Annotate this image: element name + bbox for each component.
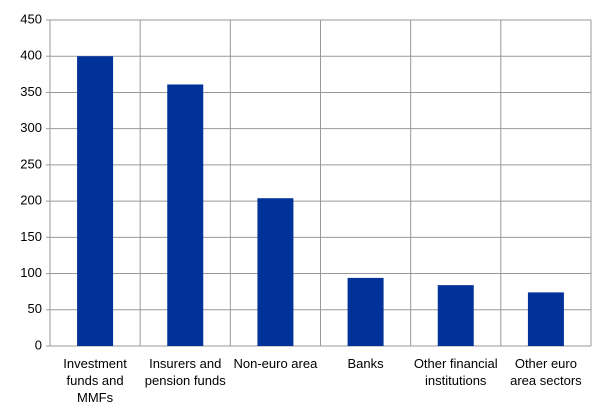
y-tick-label: 250 [20, 156, 42, 171]
bar [257, 198, 294, 346]
y-tick-label: 200 [20, 193, 42, 208]
y-tick-label: 300 [20, 120, 42, 135]
y-tick-label: 50 [28, 301, 42, 316]
bar [437, 285, 474, 346]
bar [347, 277, 384, 346]
bar [167, 84, 204, 346]
x-tick-label: Insurers and pension funds [144, 356, 226, 388]
x-tick-label: Non-euro area [233, 356, 318, 371]
bar [527, 292, 564, 346]
bar [77, 56, 114, 346]
x-tick-label: Banks [347, 356, 384, 371]
y-tick-label: 350 [20, 84, 42, 99]
x-tick-label: Other euro area sectors [510, 356, 582, 388]
x-tick-label: Investment funds and MMFs [63, 356, 127, 405]
y-tick-label: 0 [35, 337, 42, 352]
x-tick-label: Other financial institutions [413, 356, 498, 388]
y-tick-label: 400 [20, 48, 42, 63]
y-tick-label: 100 [20, 265, 42, 280]
y-tick-label: 450 [20, 11, 42, 26]
y-tick-label: 150 [20, 229, 42, 244]
